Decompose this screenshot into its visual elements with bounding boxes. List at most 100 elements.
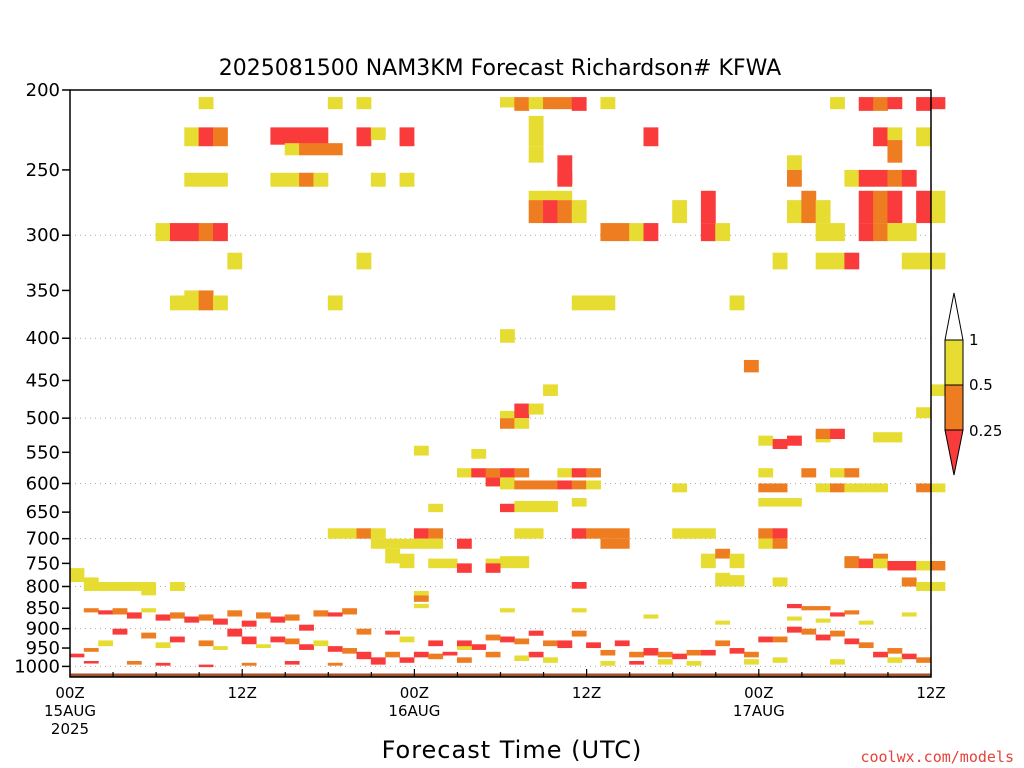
ri-strip-58 bbox=[686, 649, 702, 656]
ri-cell-201 bbox=[715, 548, 731, 559]
ri-cell-157 bbox=[428, 503, 444, 513]
ri-strip-3 bbox=[126, 612, 142, 619]
ri-cell-132 bbox=[557, 468, 573, 478]
ri-cell-215 bbox=[98, 581, 114, 591]
ri-strip-76 bbox=[500, 608, 515, 613]
ri-strip-59 bbox=[700, 649, 716, 656]
colorbar-legend: 1 0.5 0.25 bbox=[944, 292, 1002, 476]
ri-strip-70 bbox=[858, 642, 874, 649]
ri-cell-102 bbox=[327, 295, 343, 311]
x-tick-label-60-0: 12Z bbox=[916, 684, 945, 702]
ri-strip-28 bbox=[327, 646, 343, 652]
ri-cell-183 bbox=[370, 538, 386, 549]
ri-cell-199 bbox=[514, 556, 530, 569]
y-tick-label-300: 300 bbox=[26, 225, 60, 246]
ri-cell-93 bbox=[830, 252, 845, 270]
x-tick-label-24-1: 16AUG bbox=[388, 702, 440, 720]
ri-cell-91 bbox=[772, 252, 788, 270]
ri-strip-53 bbox=[614, 640, 630, 647]
ri-strip-95 bbox=[514, 655, 530, 662]
ri-strip-24 bbox=[241, 636, 257, 645]
ri-cell-52 bbox=[873, 169, 888, 187]
ri-cell-151 bbox=[830, 483, 845, 493]
ri-cell-13 bbox=[887, 97, 903, 110]
ri-strip-67 bbox=[815, 634, 831, 641]
ri-cell-92 bbox=[815, 252, 831, 270]
ri-cell-135 bbox=[758, 468, 774, 478]
colorbar-segment-yellow bbox=[944, 339, 964, 386]
ri-strip-86 bbox=[815, 606, 831, 611]
ri-strip-102 bbox=[830, 659, 845, 665]
ri-cell-186 bbox=[413, 538, 429, 549]
ri-cell-112 bbox=[514, 403, 530, 419]
y-tick-label-850: 850 bbox=[26, 598, 60, 619]
colorbar-bottom-arrow bbox=[944, 429, 964, 476]
ri-cell-27 bbox=[643, 127, 659, 147]
ri-strip-114 bbox=[528, 630, 544, 636]
ri-strip-109 bbox=[198, 664, 214, 668]
ri-cell-179 bbox=[600, 528, 616, 539]
ri-cell-221 bbox=[729, 575, 745, 587]
ri-strip-35 bbox=[356, 651, 372, 660]
ri-strip-6 bbox=[169, 612, 185, 619]
ri-cell-1 bbox=[327, 97, 343, 110]
ri-cell-218 bbox=[141, 581, 157, 596]
ri-cell-185 bbox=[399, 538, 415, 549]
ri-cell-56 bbox=[543, 190, 558, 201]
colorbar-tick-0: 1 bbox=[969, 331, 979, 349]
ri-cell-197 bbox=[485, 558, 501, 569]
ri-strip-12 bbox=[256, 612, 271, 619]
ri-strip-111 bbox=[284, 661, 300, 665]
ri-strip-38 bbox=[399, 657, 415, 663]
ri-cell-80 bbox=[643, 223, 659, 242]
ri-strip-93 bbox=[456, 644, 472, 650]
ri-cell-0 bbox=[198, 97, 214, 110]
ri-cell-109 bbox=[543, 384, 558, 397]
ri-cell-123 bbox=[830, 428, 845, 440]
ri-cell-111 bbox=[500, 410, 515, 419]
chart-title: 2025081500 NAM3KM Forecast Richardson# K… bbox=[219, 56, 781, 81]
ri-strip-44 bbox=[485, 651, 501, 658]
ri-cell-194 bbox=[399, 553, 415, 569]
ri-cell-86 bbox=[873, 223, 888, 242]
ri-cell-124 bbox=[873, 432, 888, 443]
ri-cell-224 bbox=[916, 581, 931, 591]
ri-cell-36 bbox=[528, 146, 544, 163]
ri-cell-59 bbox=[543, 200, 558, 224]
ri-cell-114 bbox=[500, 418, 515, 429]
ri-cell-54 bbox=[901, 169, 917, 187]
ri-cell-137 bbox=[830, 468, 845, 478]
ri-cell-130 bbox=[500, 468, 515, 478]
ri-cell-74 bbox=[184, 223, 200, 242]
ri-strip-68 bbox=[830, 630, 845, 637]
ri-cell-136 bbox=[801, 468, 817, 478]
ri-strip-105 bbox=[69, 653, 85, 658]
ri-cell-212 bbox=[930, 560, 946, 571]
ri-strip-8 bbox=[198, 614, 214, 621]
ri-cell-155 bbox=[916, 483, 931, 493]
ri-cell-152 bbox=[844, 483, 860, 493]
ri-cell-145 bbox=[571, 480, 587, 490]
ri-strip-107 bbox=[126, 661, 142, 665]
y-tick-label-600: 600 bbox=[26, 473, 60, 494]
ri-cell-66 bbox=[815, 200, 831, 224]
ri-cell-62 bbox=[672, 200, 688, 224]
ri-cell-206 bbox=[858, 558, 874, 569]
ri-strip-50 bbox=[571, 630, 587, 637]
ri-cell-95 bbox=[901, 252, 917, 270]
ri-strip-55 bbox=[643, 648, 659, 656]
ri-strip-40 bbox=[428, 653, 444, 660]
ri-cell-87 bbox=[887, 223, 903, 242]
ri-cell-42 bbox=[270, 172, 286, 187]
ri-cell-188 bbox=[456, 538, 472, 549]
y-tick-label-200: 200 bbox=[26, 80, 60, 101]
ri-cell-10 bbox=[830, 97, 845, 110]
ri-cell-168 bbox=[356, 528, 372, 539]
ri-cell-41 bbox=[213, 172, 228, 187]
y-tick-label-500: 500 bbox=[26, 408, 60, 429]
ri-cell-17 bbox=[198, 127, 214, 147]
ri-cell-125 bbox=[887, 432, 903, 443]
ri-cell-191 bbox=[758, 538, 774, 549]
ri-cell-177 bbox=[571, 528, 587, 539]
ri-strip-92 bbox=[428, 640, 444, 647]
